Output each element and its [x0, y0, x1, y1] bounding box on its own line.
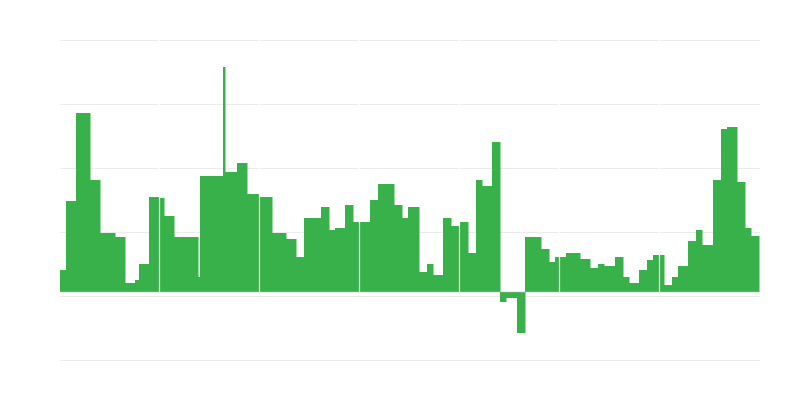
bar	[647, 260, 654, 292]
gridlines	[60, 40, 760, 361]
bar	[76, 113, 91, 292]
bar	[164, 216, 175, 292]
bar	[360, 222, 371, 292]
bar	[286, 239, 297, 292]
bar	[223, 67, 226, 292]
bar	[604, 266, 616, 292]
bar	[653, 255, 660, 292]
bar	[555, 257, 560, 292]
bar	[90, 180, 101, 292]
bar	[598, 264, 605, 292]
bar	[198, 277, 201, 292]
bar	[100, 233, 116, 292]
bar	[427, 264, 434, 292]
bar	[296, 257, 305, 292]
bar	[225, 172, 238, 292]
bar	[590, 268, 599, 292]
bar	[566, 253, 581, 292]
bar	[304, 218, 322, 292]
bar	[335, 228, 346, 292]
bar	[721, 129, 728, 292]
bar	[139, 264, 150, 292]
bar	[135, 280, 140, 292]
bar	[115, 237, 126, 292]
bar	[525, 237, 542, 292]
bars	[60, 67, 760, 333]
bar	[549, 262, 556, 292]
bar	[419, 272, 428, 292]
bar	[751, 236, 760, 292]
bar	[629, 283, 640, 292]
bar	[66, 201, 77, 292]
bar	[60, 270, 67, 292]
bar	[160, 198, 165, 292]
bar	[460, 222, 469, 292]
bar	[702, 245, 714, 292]
bar	[541, 249, 550, 292]
bar	[506, 292, 518, 298]
bar	[672, 277, 679, 292]
bar	[482, 186, 493, 292]
bar	[737, 182, 746, 292]
bar	[174, 237, 199, 292]
bar	[727, 127, 738, 292]
bar	[443, 218, 452, 292]
bar	[329, 230, 336, 292]
bar	[560, 257, 567, 292]
bar	[615, 257, 624, 292]
bar	[678, 266, 689, 292]
separators	[158, 40, 661, 292]
bar	[639, 270, 648, 292]
bar	[468, 253, 477, 292]
bar	[394, 205, 403, 292]
bar	[580, 259, 591, 292]
bar	[517, 292, 526, 333]
bar	[451, 226, 460, 292]
bar	[660, 255, 665, 292]
bar	[353, 222, 360, 292]
bar	[260, 197, 273, 292]
bar	[149, 197, 160, 292]
bar	[623, 277, 630, 292]
bar	[272, 233, 287, 292]
bar	[492, 142, 501, 292]
bar	[237, 163, 248, 292]
bar	[696, 230, 703, 292]
bar	[125, 283, 136, 292]
bar	[664, 285, 673, 292]
bar	[745, 228, 752, 292]
bar	[247, 194, 260, 292]
bar	[200, 176, 224, 292]
bar	[500, 292, 507, 302]
bar	[370, 200, 379, 292]
bar	[688, 241, 697, 292]
bar	[402, 218, 409, 292]
bar	[476, 180, 483, 292]
bar	[321, 207, 330, 292]
bar	[378, 184, 395, 292]
bar	[345, 205, 354, 292]
bar	[433, 275, 444, 292]
bar	[713, 180, 722, 292]
bar	[408, 207, 420, 292]
